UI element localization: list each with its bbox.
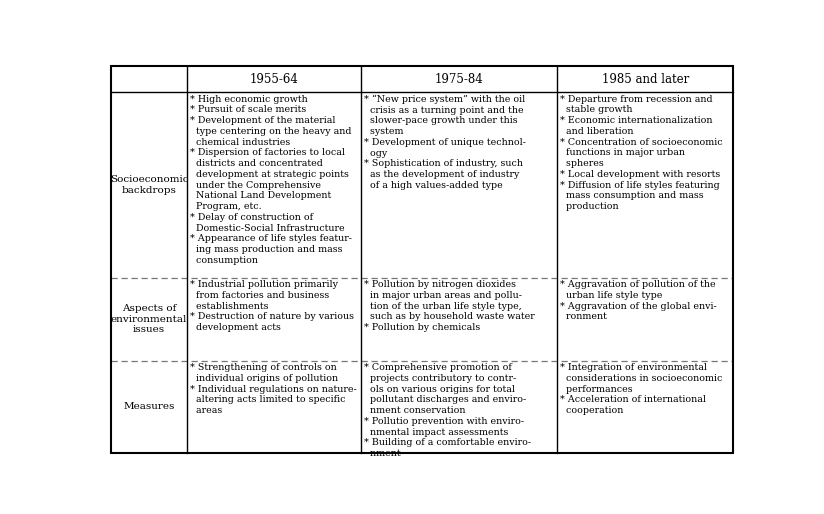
- Text: Aspects of
environmental
issues: Aspects of environmental issues: [111, 304, 187, 334]
- Text: * Strengthening of controls on
  individual origins of pollution
* Individual re: * Strengthening of controls on individua…: [190, 363, 357, 415]
- Text: * Aggravation of pollution of the
  urban life style type
* Aggravation of the g: * Aggravation of pollution of the urban …: [560, 280, 717, 321]
- Text: * Integration of environmental
  considerations in socioeconomic
  performances
: * Integration of environmental considera…: [560, 363, 723, 415]
- Text: 1985 and later: 1985 and later: [602, 73, 689, 86]
- Text: * Comprehensive promotion of
  projects contributory to contr-
  ols on various : * Comprehensive promotion of projects co…: [364, 363, 531, 458]
- Text: 1975-84: 1975-84: [435, 73, 484, 86]
- Text: * Industrial pollution primarily
  from factories and business
  establishments
: * Industrial pollution primarily from fa…: [190, 280, 354, 332]
- Text: * “New price system” with the oil
  crisis as a turning point and the
  slower-p: * “New price system” with the oil crisis…: [364, 95, 527, 190]
- Text: Socioeconomic
backdrops: Socioeconomic backdrops: [110, 175, 189, 195]
- Text: 1955-64: 1955-64: [250, 73, 298, 86]
- Text: * Pollution by nitrogen dioxides
  in major urban areas and pollu-
  tion of the: * Pollution by nitrogen dioxides in majo…: [364, 280, 536, 332]
- Text: Measures: Measures: [124, 402, 175, 411]
- Text: * Departure from recession and
  stable growth
* Economic internationalization
 : * Departure from recession and stable gr…: [560, 95, 723, 211]
- Text: * High economic growth
* Pursuit of scale merits
* Development of the material
 : * High economic growth * Pursuit of scal…: [190, 95, 352, 265]
